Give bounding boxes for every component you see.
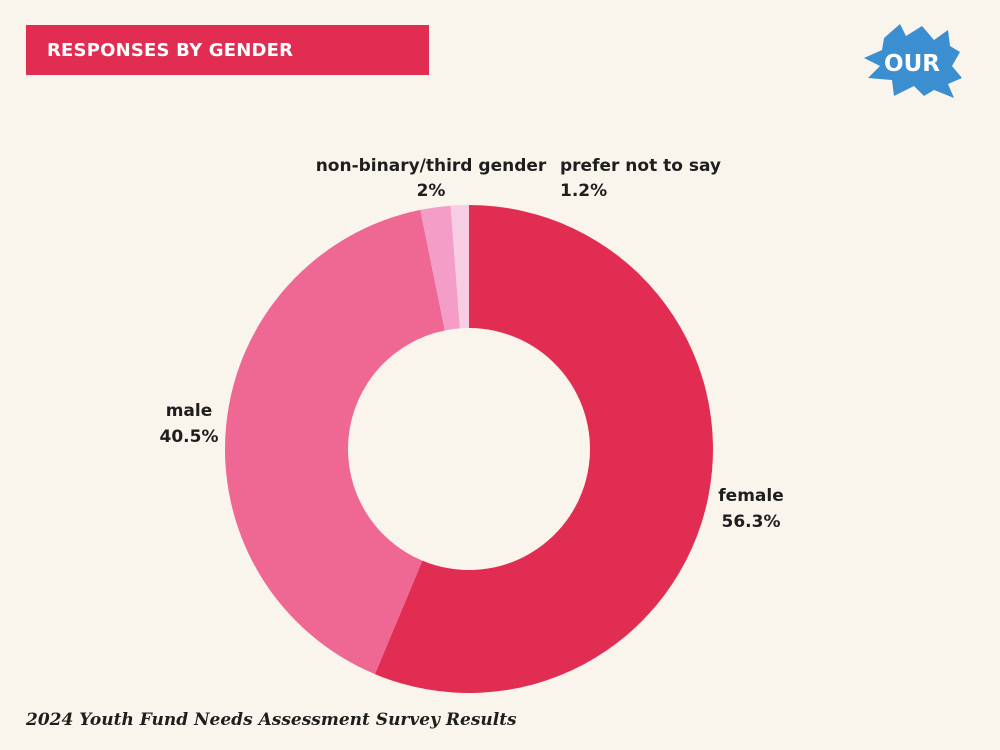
slice-female <box>374 205 714 693</box>
logo-burst-icon <box>864 24 962 98</box>
label-nonbinary: non-binary/third gender <box>316 156 547 176</box>
logo: OUR <box>864 24 962 98</box>
value-nonbinary: 2% <box>417 181 446 201</box>
label-male: male <box>166 401 213 421</box>
donut-slices <box>225 205 714 693</box>
value-male: 40.5% <box>160 427 219 447</box>
value-prefer-not-to-say: 1.2% <box>560 181 607 201</box>
slice-nonbinary <box>420 205 460 331</box>
logo-text: OUR <box>884 51 940 77</box>
chart-title: RESPONSES BY GENDER <box>47 39 294 61</box>
label-prefer-not-to-say: prefer not to say <box>560 156 721 176</box>
slice-prefer <box>450 205 469 329</box>
footer-caption: 2024 Youth Fund Needs Assessment Survey … <box>26 710 517 730</box>
value-female: 56.3% <box>722 512 781 532</box>
slice-male <box>225 209 445 675</box>
title-banner: RESPONSES BY GENDER <box>26 25 429 75</box>
label-female: female <box>718 486 783 506</box>
